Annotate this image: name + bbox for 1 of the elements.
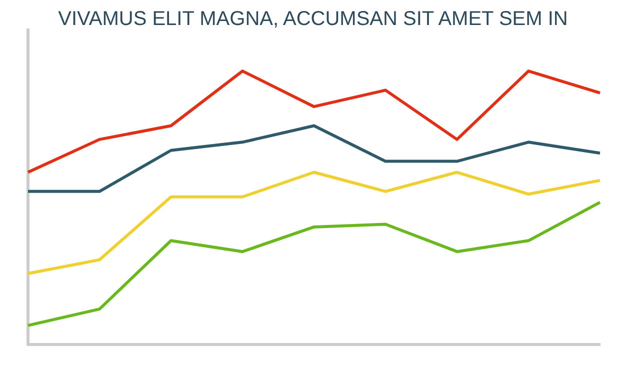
chart-title: VIVAMUS ELIT MAGNA, ACCUMSAN SIT AMET SEM IN bbox=[57, 8, 569, 31]
